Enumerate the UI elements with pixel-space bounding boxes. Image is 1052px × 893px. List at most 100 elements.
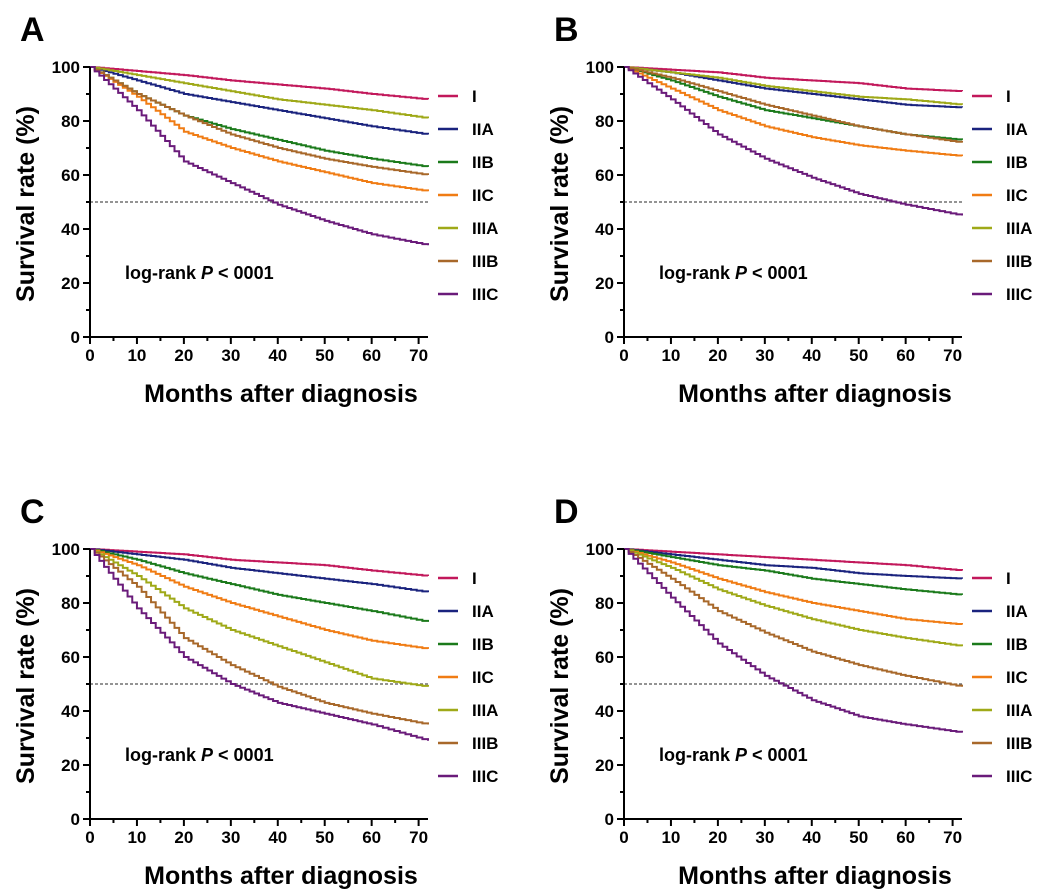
x-axis-title: Months after diagnosis	[144, 380, 418, 408]
x-tick-label: 70	[409, 828, 428, 847]
annotation-prefix: log-rank	[659, 263, 735, 283]
y-tick-label: 0	[71, 810, 80, 829]
annotation-suffix: < 0001	[747, 263, 808, 283]
y-tick-label: 60	[595, 166, 614, 185]
y-tick-label: 100	[586, 58, 614, 77]
y-tick-label: 80	[595, 594, 614, 613]
curve-iic	[90, 66, 429, 192]
x-tick-label: 0	[619, 346, 628, 365]
curve-iiia	[624, 66, 963, 106]
x-tick-label: 40	[268, 346, 287, 365]
y-tick-label: 20	[61, 274, 80, 293]
y-tick-label: 60	[595, 648, 614, 667]
legend-label-iia: IIA	[472, 120, 494, 139]
x-tick-label: 20	[708, 346, 727, 365]
curve-iiic	[624, 548, 963, 733]
y-axis-title: Survival rate (%)	[546, 588, 574, 784]
x-tick-label: 50	[315, 346, 334, 365]
x-tick-label: 30	[755, 828, 774, 847]
x-tick-label: 30	[221, 346, 240, 365]
panel-letter: D	[554, 493, 579, 531]
x-tick-label: 10	[661, 828, 680, 847]
x-tick-label: 50	[849, 346, 868, 365]
y-tick-label: 20	[595, 274, 614, 293]
legend-label-iiic: IIIC	[472, 767, 498, 786]
curve-iiib	[90, 548, 429, 725]
curve-iiib	[90, 66, 429, 176]
x-tick-label: 0	[85, 828, 94, 847]
y-tick-label: 100	[52, 540, 80, 559]
y-tick-label: 0	[605, 810, 614, 829]
curve-iiia	[90, 66, 429, 119]
log-rank-annotation: log-rank P < 0001	[125, 745, 274, 765]
x-tick-label: 60	[896, 828, 915, 847]
curve-iiic	[90, 548, 429, 741]
x-tick-label: 40	[802, 346, 821, 365]
y-tick-label: 40	[61, 702, 80, 721]
annotation-suffix: < 0001	[213, 745, 274, 765]
panel-d: D 0 20 40 60 80 100 0 10 20 30 40 50 60 70 Months after…	[546, 493, 1032, 890]
y-axis-title: Survival rate (%)	[12, 588, 40, 784]
panel-letter: A	[20, 11, 45, 49]
legend-label-iia: IIA	[1006, 602, 1028, 621]
annotation-p: P	[735, 263, 748, 283]
legend-label-iiib: IIIB	[1006, 734, 1032, 753]
y-tick-label: 60	[61, 166, 80, 185]
x-tick-label: 0	[619, 828, 628, 847]
legend-label-iia: IIA	[472, 602, 494, 621]
legend-label-iiic: IIIC	[1006, 767, 1032, 786]
panel-letter: B	[554, 11, 579, 49]
x-tick-label: 50	[315, 828, 334, 847]
legend-label-i: I	[1006, 87, 1011, 106]
panel-letter: C	[20, 493, 45, 531]
y-tick-label: 80	[595, 112, 614, 131]
annotation-p: P	[735, 745, 748, 765]
curve-i	[624, 66, 963, 93]
legend-label-iib: IIB	[472, 153, 494, 172]
x-axis-title: Months after diagnosis	[678, 380, 952, 408]
x-tick-label: 60	[896, 346, 915, 365]
legend-label-iiia: IIIA	[1006, 701, 1032, 720]
y-tick-label: 40	[595, 702, 614, 721]
y-axis-title: Survival rate (%)	[12, 106, 40, 302]
annotation-prefix: log-rank	[125, 263, 201, 283]
x-tick-label: 0	[85, 346, 94, 365]
x-tick-label: 70	[943, 346, 962, 365]
annotation-p: P	[201, 263, 214, 283]
x-tick-label: 10	[127, 346, 146, 365]
y-tick-label: 100	[52, 58, 80, 77]
annotation-p: P	[201, 745, 214, 765]
legend-label-iia: IIA	[1006, 120, 1028, 139]
legend-label-iic: IIC	[1006, 186, 1028, 205]
x-tick-label: 60	[362, 828, 381, 847]
x-tick-label: 60	[362, 346, 381, 365]
y-tick-label: 80	[61, 112, 80, 131]
annotation-prefix: log-rank	[125, 745, 201, 765]
curve-i	[90, 66, 429, 100]
x-tick-label: 50	[849, 828, 868, 847]
curve-iiia	[90, 548, 429, 687]
y-tick-label: 20	[595, 756, 614, 775]
legend-label-i: I	[1006, 569, 1011, 588]
legend-label-iiib: IIIB	[472, 252, 498, 271]
y-tick-label: 100	[586, 540, 614, 559]
log-rank-annotation: log-rank P < 0001	[659, 745, 808, 765]
legend-label-iic: IIC	[472, 186, 494, 205]
curve-iic	[624, 548, 963, 626]
curve-iiic	[624, 66, 963, 216]
x-tick-label: 70	[409, 346, 428, 365]
legend-label-iiia: IIIA	[472, 701, 498, 720]
y-axis-title: Survival rate (%)	[546, 106, 574, 302]
curve-iia	[90, 66, 429, 135]
legend-label-iic: IIC	[472, 668, 494, 687]
legend-label-iiic: IIIC	[1006, 285, 1032, 304]
panel-c: C 0 20 40 60 80 100 0 10 20 30 40 50 60 70 Months after…	[12, 493, 498, 890]
y-tick-label: 60	[61, 648, 80, 667]
panel-b: B 0 20 40 60 80 100 0 10 20 30 40 50 60 70 Months after…	[546, 11, 1032, 408]
y-tick-label: 0	[605, 328, 614, 347]
x-tick-label: 40	[802, 828, 821, 847]
curve-iib	[90, 548, 429, 622]
x-axis-title: Months after diagnosis	[144, 862, 418, 890]
